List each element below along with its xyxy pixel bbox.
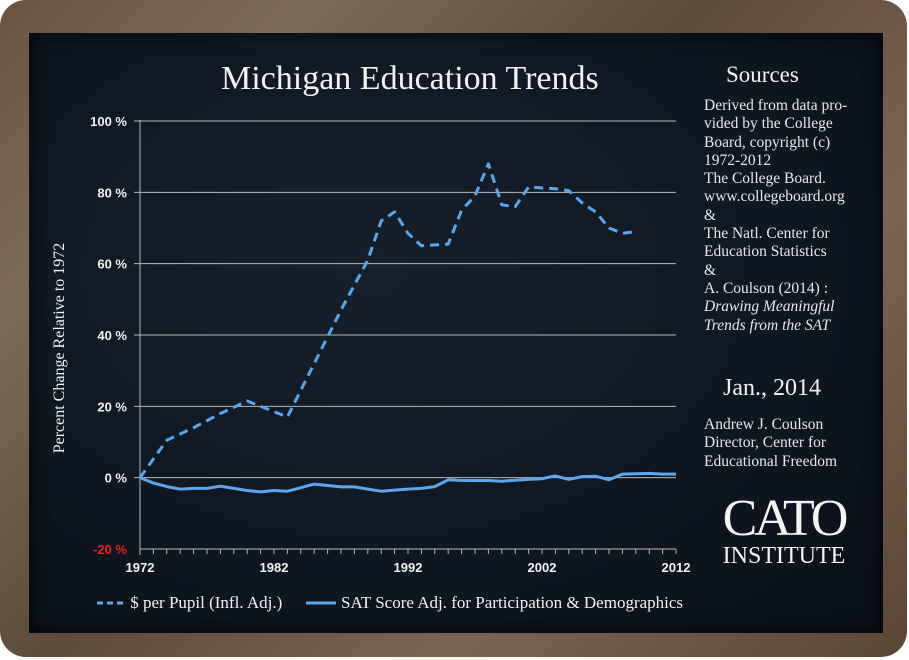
- legend-dashed-swatch: [96, 593, 126, 612]
- sources-line: Board, copyright (c): [704, 133, 831, 151]
- sources-line: &: [704, 261, 717, 279]
- x-tick-label: 1972: [126, 560, 155, 575]
- sources-text: Derived from data pro- vided by the Coll…: [704, 97, 847, 335]
- y-tick-label: 100 %: [90, 114, 127, 129]
- x-tick-label: 1982: [260, 560, 289, 575]
- sources-line: &: [704, 206, 717, 224]
- y-tick-label: 40 %: [97, 328, 127, 343]
- chart-title: Michigan Education Trends: [221, 60, 599, 97]
- y-tick-label: 60 %: [97, 257, 127, 272]
- author-line: Educational Freedom: [704, 452, 837, 470]
- publication-date: Jan., 2014: [723, 375, 821, 401]
- cato-institute-logo: CATO INSTITUTE: [714, 490, 854, 569]
- sources-title-line: Trends from the SAT: [704, 316, 831, 334]
- series-line-spending: [138, 162, 636, 479]
- sources-line: vided by the College: [704, 115, 833, 133]
- author-line: Director, Center for: [704, 434, 827, 452]
- chalkboard: [29, 33, 883, 633]
- sources-line: The Natl. Center for: [704, 225, 830, 243]
- sources-line: The College Board.: [704, 170, 826, 188]
- author-line: Andrew J. Coulson: [704, 416, 824, 433]
- legend-label-sat: SAT Score Adj. for Participation & Demog…: [341, 593, 684, 613]
- y-tick-label: 80 %: [97, 185, 127, 200]
- y-tick-label: -20 %: [93, 542, 127, 557]
- y-axis-label: Percent Change Relative to 1972: [51, 242, 68, 454]
- legend: $ per Pupil (Infl. Adj.) SAT Score Adj. …: [96, 592, 683, 613]
- series-line-sat: [139, 471, 676, 494]
- legend-solid-swatch: [305, 593, 337, 612]
- sources-line: Education Statistics: [704, 243, 827, 261]
- x-tick-label: 1992: [394, 560, 423, 575]
- logo-cato: CATO: [722, 490, 849, 547]
- author-block: Andrew J. Coulson Director, Center for E…: [704, 416, 837, 471]
- logo-institute: INSTITUTE: [722, 543, 846, 569]
- sources-line: A. Coulson (2014) :: [704, 279, 828, 297]
- x-tick-label: 2012: [662, 560, 691, 575]
- y-tick-label: 20 %: [97, 399, 127, 414]
- y-tick-label: 0 %: [105, 471, 128, 486]
- sources-line: Derived from data pro-: [704, 97, 848, 114]
- sources-heading: Sources: [726, 62, 799, 87]
- legend-label-spending: $ per Pupil (Infl. Adj.): [130, 593, 283, 613]
- sources-title-line: Drawing Meaningful: [704, 298, 835, 316]
- sources-line: www.collegeboard.org: [704, 188, 845, 206]
- x-tick-label: 2002: [528, 560, 557, 575]
- sources-line: 1972-2012: [704, 151, 772, 169]
